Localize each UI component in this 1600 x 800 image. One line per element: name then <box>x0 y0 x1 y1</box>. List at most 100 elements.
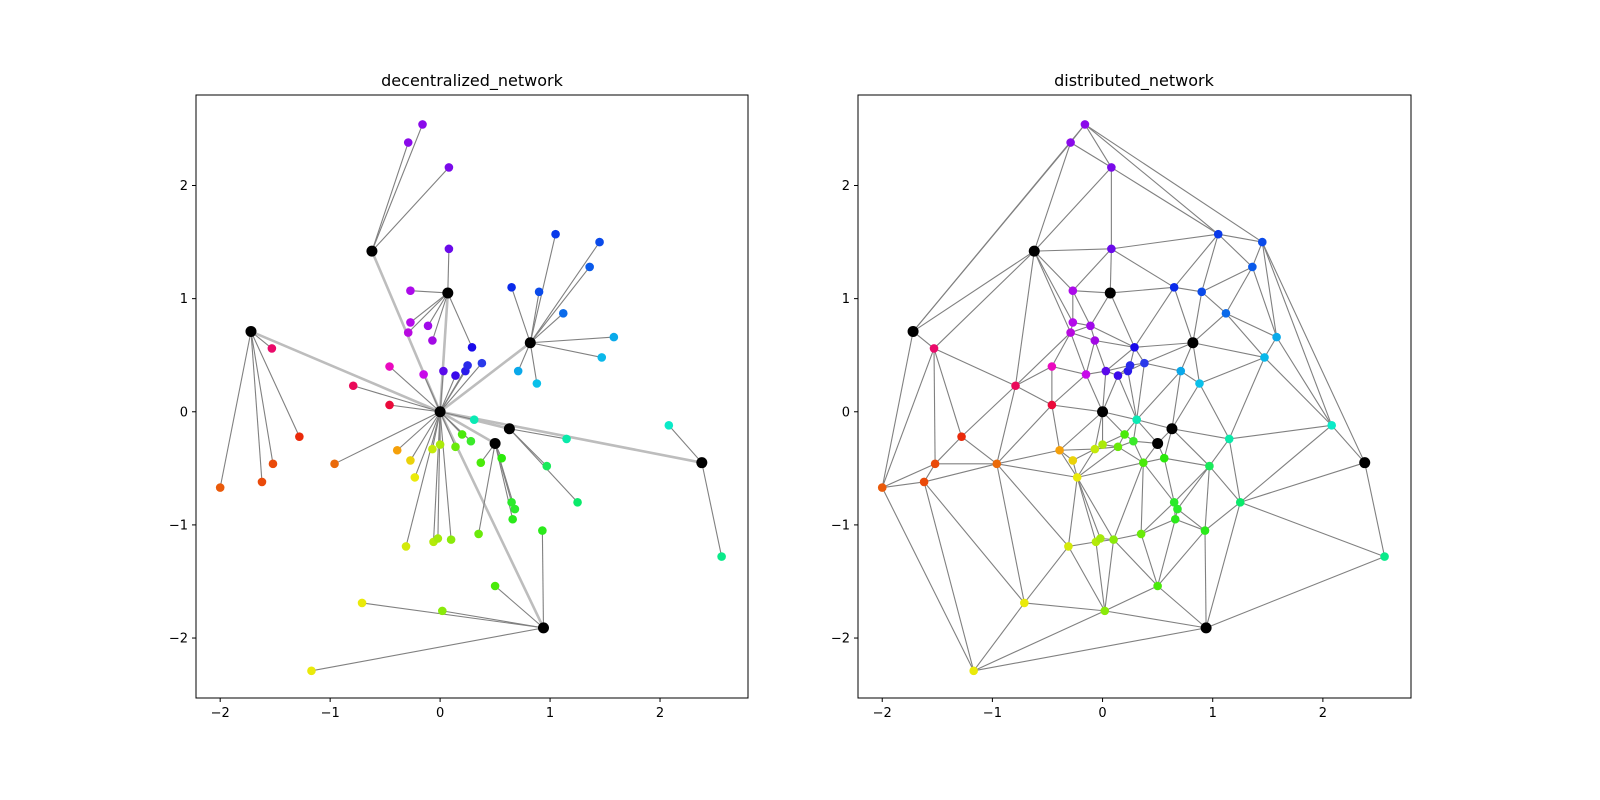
node <box>1100 606 1110 616</box>
node <box>1125 361 1135 370</box>
leaf-node <box>268 459 278 469</box>
mesh-edge <box>1261 241 1333 426</box>
mesh-edge <box>1364 462 1386 557</box>
mesh-edge <box>1102 375 1119 412</box>
node <box>1066 328 1075 337</box>
mesh-edge <box>1136 419 1173 430</box>
mesh-edge <box>1105 346 1135 372</box>
mesh-edge <box>1109 248 1112 293</box>
mesh-edge <box>1157 585 1207 629</box>
spoke-edge <box>529 266 591 344</box>
mesh-edge <box>1033 250 1072 333</box>
node <box>1055 445 1064 455</box>
mesh-edge <box>1033 167 1112 252</box>
spoke-edge <box>529 234 557 343</box>
mesh-edge <box>1033 142 1072 252</box>
mesh-edge <box>1201 266 1253 293</box>
leaf-node <box>444 163 454 172</box>
mesh-edge <box>1051 404 1061 451</box>
node <box>1169 283 1179 292</box>
mesh-edge <box>1113 539 1159 587</box>
mesh-edge <box>1113 533 1142 541</box>
spoke-edge <box>410 292 449 323</box>
node <box>1153 581 1162 591</box>
backbone-edge <box>250 330 441 413</box>
mesh-edge <box>973 627 1207 672</box>
mesh-edge <box>1089 292 1111 327</box>
spoke-edge <box>250 331 274 464</box>
mesh-edge <box>1251 266 1278 338</box>
mesh-edge <box>1104 585 1158 612</box>
node <box>1130 342 1139 352</box>
mesh-edge <box>1109 292 1136 348</box>
mesh-edge <box>1067 477 1078 547</box>
leaf-node <box>410 473 420 482</box>
mesh-edge <box>1163 458 1175 503</box>
mesh-edge <box>1104 610 1207 629</box>
leaf-node <box>357 598 367 608</box>
x-tick-label: 2 <box>1319 706 1327 721</box>
node <box>1047 400 1057 410</box>
leaf-node <box>423 321 433 331</box>
mesh-edge <box>1171 428 1210 467</box>
mesh-edge <box>1228 438 1241 503</box>
leaf-node <box>609 332 619 342</box>
mesh-edge <box>1192 312 1227 344</box>
mesh-edge <box>882 481 925 489</box>
mesh-edge <box>933 348 936 464</box>
hub-node <box>1097 406 1109 418</box>
spoke-edge <box>423 374 441 412</box>
spoke-edge <box>529 312 564 344</box>
node <box>930 459 940 469</box>
mesh-edge <box>1136 363 1145 420</box>
hub-node <box>537 622 549 634</box>
mesh-edge <box>1076 477 1115 540</box>
x-tick-label: −1 <box>321 706 340 721</box>
hub-node <box>1104 287 1116 299</box>
edges <box>219 124 723 672</box>
node <box>1068 318 1078 327</box>
mesh-edge <box>1192 291 1203 343</box>
y-tick-label: −1 <box>169 518 188 533</box>
leaf-node <box>451 371 460 380</box>
mesh-edge <box>996 463 1069 547</box>
node <box>1064 542 1073 551</box>
mesh-edge <box>1072 290 1091 327</box>
mesh-edge <box>1140 518 1176 535</box>
leaf-node <box>406 456 415 465</box>
mesh-edge <box>1228 357 1265 440</box>
spoke-edge <box>529 342 538 384</box>
leaf-node <box>542 461 552 471</box>
edges <box>881 123 1386 672</box>
mesh-edge <box>1251 241 1263 268</box>
backbone-edge <box>439 341 532 413</box>
mesh-edge <box>1173 233 1219 288</box>
y-tick-label: 1 <box>842 292 850 307</box>
y-tick-label: 0 <box>180 405 188 420</box>
hub-node <box>442 287 454 299</box>
node <box>1170 514 1180 524</box>
mesh-edge <box>996 385 1017 464</box>
mesh-edge <box>1085 374 1104 412</box>
node <box>1113 442 1123 452</box>
chart-title-distributed: distributed_network <box>1054 71 1215 91</box>
mesh-edge <box>1171 383 1200 430</box>
node <box>1020 598 1029 608</box>
mesh-edge <box>1068 541 1097 547</box>
node <box>1129 436 1138 446</box>
mesh-edge <box>923 481 1025 604</box>
node <box>957 432 966 441</box>
node <box>1200 526 1210 535</box>
node <box>1176 366 1186 376</box>
node <box>1086 321 1095 331</box>
mesh-edge <box>1201 234 1219 293</box>
mesh-edge <box>1070 142 1112 168</box>
axes: −2 −1 0 1 2 −2 −1 0 1 2 <box>169 179 664 721</box>
leaf-node <box>551 229 560 239</box>
hub-node <box>696 457 708 469</box>
spoke-edge <box>431 292 449 341</box>
mesh-edge <box>1276 336 1333 426</box>
mesh-edge <box>996 449 1060 465</box>
mesh-edge <box>1070 332 1087 375</box>
mesh-edge <box>1264 357 1333 426</box>
